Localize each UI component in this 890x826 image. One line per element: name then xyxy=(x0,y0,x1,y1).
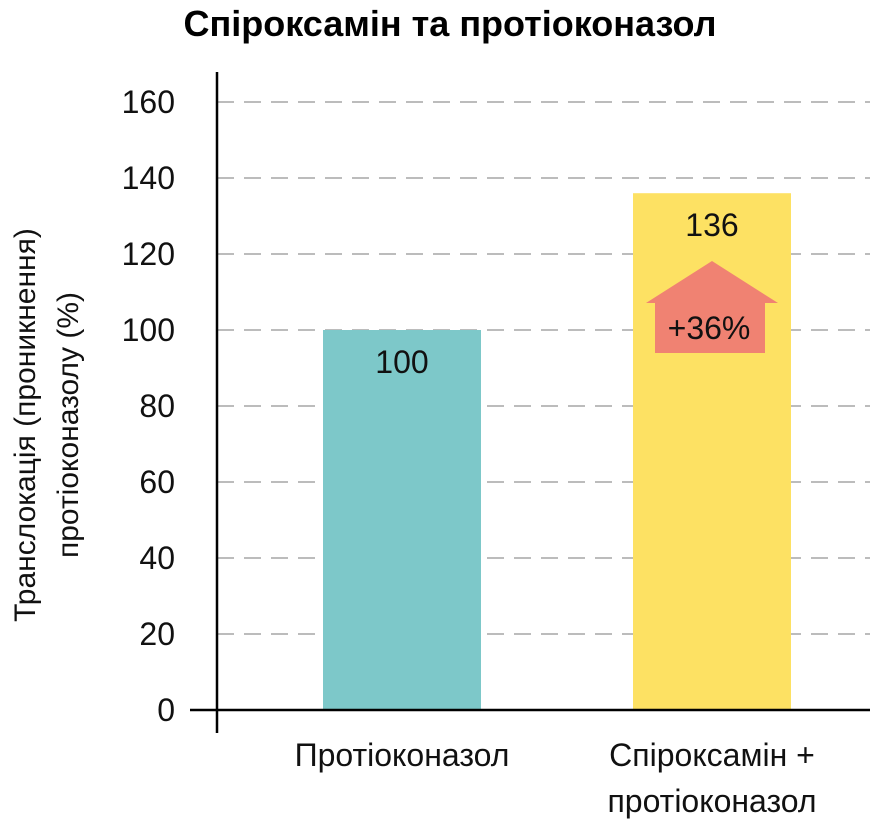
y-tick-label-140: 140 xyxy=(122,160,175,196)
bar-value-label-0: 100 xyxy=(375,344,428,380)
labels: 0 20 40 60 80 100 120 140 160 100 136 +36% Протіокон… xyxy=(9,84,817,819)
annotation-label: +36% xyxy=(668,310,751,346)
y-tick-label-40: 40 xyxy=(139,540,175,576)
y-tick-label-60: 60 xyxy=(139,464,175,500)
up-arrow-icon xyxy=(646,261,778,353)
y-tick-label-120: 120 xyxy=(122,236,175,272)
x-category-label-0-0: Протіоконазол xyxy=(295,737,510,773)
y-tick-label-160: 160 xyxy=(122,84,175,120)
bar-value-label-1: 136 xyxy=(685,207,738,243)
annotation xyxy=(646,261,778,353)
bars xyxy=(323,193,791,710)
y-tick-label-100: 100 xyxy=(122,312,175,348)
y-tick-label-0: 0 xyxy=(157,692,175,728)
y-axis-label-line-0: Транслокація (проникнення) xyxy=(9,228,42,622)
y-axis-label-line-1: протіоконазолу (%) xyxy=(52,292,85,558)
x-category-label-1-1: протіоконазол xyxy=(607,783,816,819)
y-tick-label-80: 80 xyxy=(139,388,175,424)
axes xyxy=(190,72,870,733)
x-category-label-1-0: Спіроксамін + xyxy=(609,737,815,773)
chart-title: Спіроксамін та протіоконазол xyxy=(184,3,717,44)
y-tick-label-20: 20 xyxy=(139,616,175,652)
bar-0 xyxy=(323,330,481,710)
